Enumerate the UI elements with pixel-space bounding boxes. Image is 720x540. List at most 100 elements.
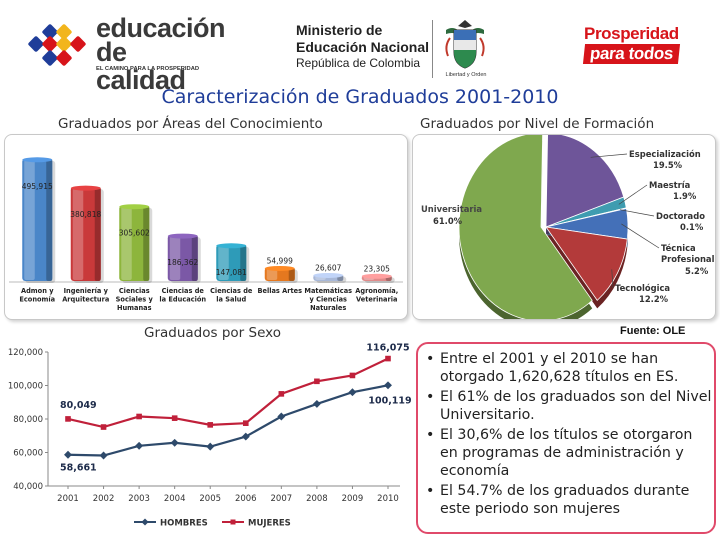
line-point [101, 424, 107, 430]
line-point [100, 452, 108, 460]
pie-slice-label: Universitaria [421, 204, 482, 214]
bar-value-label: 380,818 [70, 210, 101, 219]
bar-category-label: Arquitectura [62, 296, 109, 304]
line-point [171, 439, 179, 447]
line-x-tick-label: 2007 [271, 494, 293, 504]
nivel-chart-panel: Especialización 19.5% Maestría 1.9% Doctorad… [412, 134, 716, 320]
bar-category-label: la Educación [159, 296, 206, 304]
line-data-label: 80,049 [60, 400, 97, 411]
line-point [172, 415, 178, 421]
line-y-tick-label: 60,000 [13, 449, 43, 459]
sexo-line-chart: 40,000 60,000 80,000 100,000 120,000 2001 2002… [0, 342, 412, 538]
bar-side [95, 187, 101, 281]
bar-side [143, 206, 149, 281]
areas-chart-panel: 495,915 Admon y Economía 380,818 Ingeniería … [4, 134, 408, 320]
pie-slice-value: 1.9% [673, 191, 697, 201]
bar-category-label: Admon y [21, 287, 54, 295]
line-point [65, 416, 71, 422]
bar-category-label: Naturales [310, 304, 346, 312]
line-point [279, 391, 285, 397]
bar-group: 54,999 Bellas Artes [257, 256, 302, 295]
line-x-tick-label: 2006 [235, 494, 257, 504]
ministry-logo: Ministerio de Educación Nacional Repúbli… [296, 22, 436, 70]
puzzle-logo-icon [22, 24, 88, 68]
line-point [314, 379, 320, 385]
legend-item: HOMBRES [134, 518, 208, 528]
bar-category-label: Sociales y [116, 296, 154, 304]
pie-slice-value: 12.2% [639, 294, 669, 304]
line-series-hombres [68, 385, 388, 455]
line-point [350, 373, 356, 379]
line-x-tick-label: 2008 [306, 494, 328, 504]
bar-category-label: Bellas Artes [257, 287, 302, 295]
summary-list: Entre el 2001 y el 2010 se han otorgado … [426, 350, 712, 520]
line-point [385, 356, 391, 362]
prosperidad-logo: Prosperidad para todos [584, 24, 694, 64]
bar-value-label: 26,607 [315, 263, 341, 272]
line-point [207, 422, 213, 428]
legend-marker [231, 520, 236, 525]
line-x-tick-label: 2010 [377, 494, 399, 504]
legend-label: HOMBRES [160, 519, 208, 529]
pie-slice-value: 19.5% [653, 160, 683, 170]
line-point [243, 420, 249, 426]
pie-slice-value: 0.1% [680, 222, 704, 232]
bar-category-label: Economía [19, 296, 55, 304]
bar-category-label: y Ciencias [310, 296, 347, 304]
summary-bullet: El 30,6% de los títulos se otorgaron en … [426, 426, 712, 480]
bar-group: 305,602CienciasSociales yHumanas [116, 204, 154, 312]
bar-category-label: Agronomía, [355, 287, 398, 295]
bar-top [216, 243, 246, 248]
nivel-pie-chart: Especialización19.5% Maestría1.9% Doctorad… [413, 135, 715, 319]
bar-category-label: Ciencias de [210, 287, 253, 295]
pie-slice-value: 5.2% [685, 266, 709, 276]
pie-slice-label: Tecnológica [615, 283, 670, 293]
bar-value-label: 147,081 [216, 268, 247, 277]
line-y-tick-label: 120,000 [8, 348, 43, 358]
line-point [64, 451, 72, 459]
bar-value-label: 23,305 [364, 264, 390, 273]
edu-logo-tagline: EL CAMINO PARA LA PROSPERIDAD [96, 66, 199, 72]
pie-slice-label: Profesional [661, 254, 715, 264]
pie-slice-label: Doctorado [656, 211, 705, 221]
bar-top [313, 273, 343, 278]
pie-slice-value: 61.0% [433, 216, 463, 226]
line-series-mujeres [68, 359, 388, 427]
line-data-label: 100,119 [368, 395, 411, 406]
ministry-line1: Ministerio de [296, 22, 436, 39]
line-point [384, 381, 392, 389]
summary-bullet: El 61% de los graduados son del Nivel Un… [426, 388, 712, 424]
line-x-tick-label: 2004 [164, 494, 186, 504]
prosperidad-line2: para todos [583, 44, 680, 64]
line-point [313, 400, 321, 408]
legend-item: MUJERES [222, 519, 291, 529]
bar-group: 23,305 Agronomía,Veterinaria [355, 264, 398, 303]
line-x-tick-label: 2001 [57, 494, 79, 504]
colombia-crest-icon [440, 16, 490, 72]
line-data-label: 116,075 [366, 343, 409, 354]
bar-category-label: la Salud [216, 296, 246, 304]
pie-slice-label: Maestría [649, 180, 690, 190]
bar-top [362, 274, 392, 279]
pie-slice-label: Especialización [629, 149, 701, 159]
pie-slice-label: Técnica [661, 243, 696, 253]
areas-subtitle: Graduados por Áreas del Conocimiento [58, 116, 323, 132]
ministry-line2: Educación Nacional [296, 39, 436, 56]
line-y-tick-label: 100,000 [8, 382, 43, 392]
educacion-de-calidad-logo: educación de calidad EL CAMINO PARA LA P… [22, 14, 222, 76]
line-x-tick-label: 2009 [342, 494, 364, 504]
bar-category-label: Ciencias [119, 287, 150, 295]
bar-category-label: Humanas [117, 304, 152, 312]
bar-category-label: Matemáticas [304, 287, 352, 295]
legend-marker [141, 518, 148, 525]
bar-category-label: Ciencias de [162, 287, 205, 295]
bar-side [46, 159, 52, 281]
line-x-tick-label: 2005 [199, 494, 221, 504]
bar-top [22, 157, 52, 162]
bar-value-label: 54,999 [267, 256, 293, 265]
bar-top [71, 186, 101, 191]
header-divider [432, 20, 433, 78]
